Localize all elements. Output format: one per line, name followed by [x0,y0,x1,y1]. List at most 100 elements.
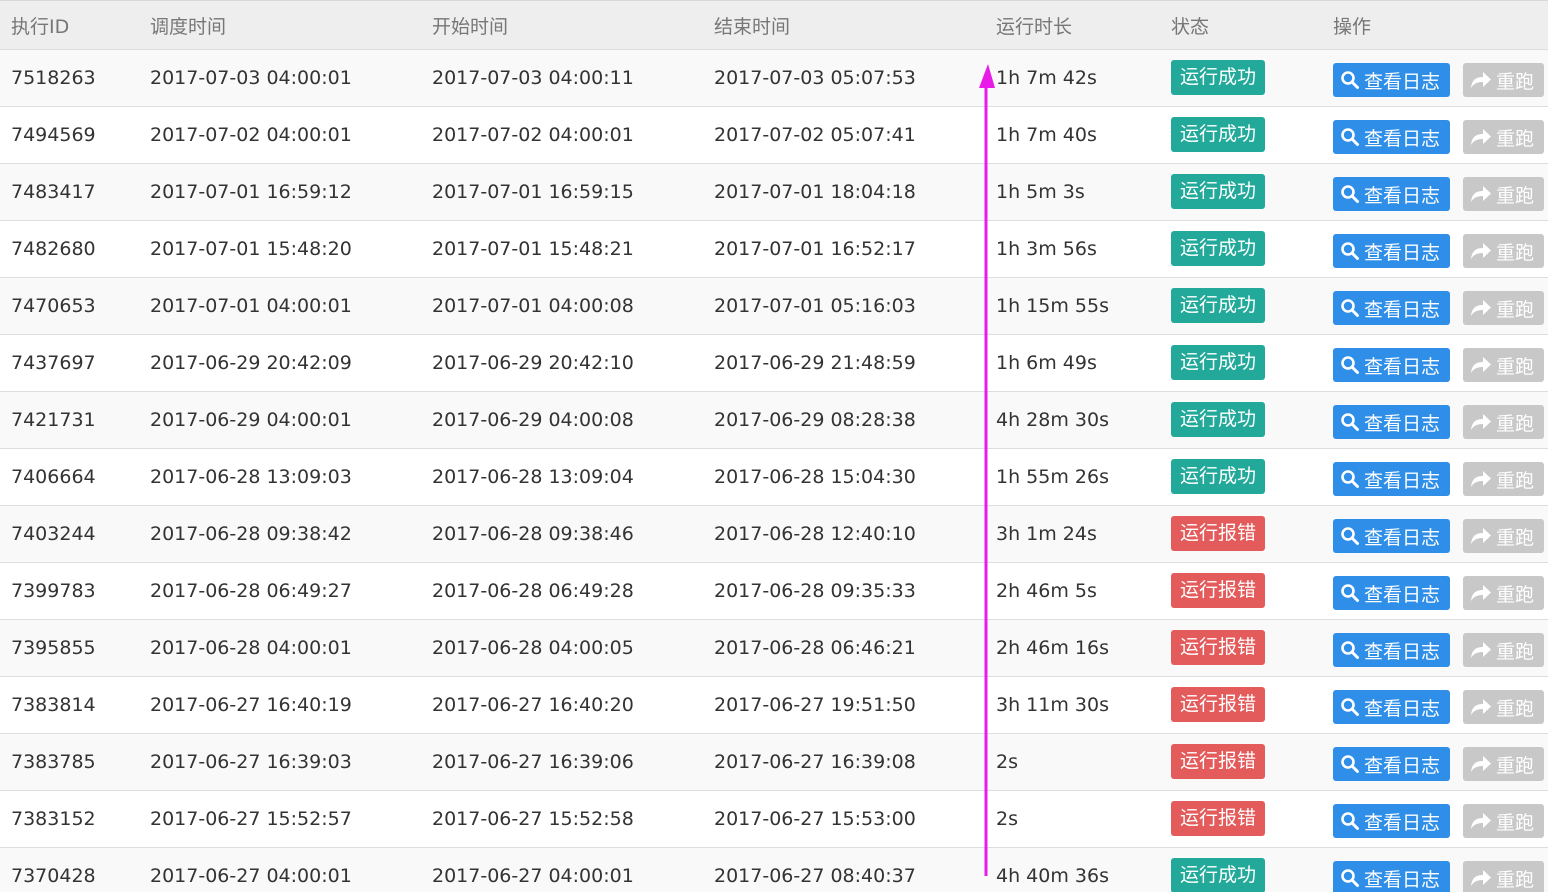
search-icon [1340,526,1360,546]
rerun-button[interactable]: 重跑 [1463,576,1544,610]
view-log-button[interactable]: 查看日志 [1333,234,1450,268]
header-start-time[interactable]: 开始时间 [432,15,509,38]
header-end-time[interactable]: 结束时间 [714,15,791,38]
search-icon [1340,640,1360,660]
search-icon [1340,754,1360,774]
duration-cell: 2h 46m 5s [996,580,1097,602]
end-time-cell: 2017-06-29 21:48:59 [714,352,916,374]
start-time-cell: 2017-06-29 04:00:08 [432,409,634,431]
header-schedule-time[interactable]: 调度时间 [150,15,227,38]
view-log-button[interactable]: 查看日志 [1333,348,1450,382]
table-row: 7395855 2017-06-28 04:00:01 2017-06-28 04:… [0,619,1548,676]
duration-cell: 2h 46m 16s [996,637,1109,659]
rerun-button[interactable]: 重跑 [1463,405,1544,439]
table-row: 7370428 2017-06-27 04:00:01 2017-06-27 04:… [0,847,1548,892]
table-row: 7383152 2017-06-27 15:52:57 2017-06-27 15:… [0,790,1548,847]
duration-cell: 4h 40m 36s [996,865,1109,887]
start-time-cell: 2017-07-01 15:48:21 [432,238,634,260]
rerun-label: 重跑 [1496,412,1535,435]
duration-cell: 3h 1m 24s [996,523,1097,545]
exec-id-cell: 7470653 [11,295,96,317]
view-log-button[interactable]: 查看日志 [1333,177,1450,211]
view-log-button[interactable]: 查看日志 [1333,63,1450,97]
schedule-time-cell: 2017-06-28 13:09:03 [150,466,352,488]
rerun-button[interactable]: 重跑 [1463,633,1544,667]
duration-cell: 1h 6m 49s [996,352,1097,374]
view-log-label: 查看日志 [1364,526,1441,549]
view-log-button[interactable]: 查看日志 [1333,120,1450,154]
view-log-label: 查看日志 [1364,298,1441,321]
rerun-button[interactable]: 重跑 [1463,63,1544,97]
rerun-button[interactable]: 重跑 [1463,804,1544,838]
rerun-label: 重跑 [1496,754,1535,777]
rerun-label: 重跑 [1496,697,1535,720]
exec-id-cell: 7437697 [11,352,96,374]
rerun-button[interactable]: 重跑 [1463,234,1544,268]
exec-id-cell: 7483417 [11,181,96,203]
view-log-label: 查看日志 [1364,868,1441,891]
table-row: 7406664 2017-06-28 13:09:03 2017-06-28 13:… [0,448,1548,505]
header-exec-id[interactable]: 执行ID [11,15,70,38]
exec-id-cell: 7482680 [11,238,96,260]
rerun-label: 重跑 [1496,583,1535,606]
view-log-button[interactable]: 查看日志 [1333,405,1450,439]
share-arrow-icon [1470,812,1492,830]
rerun-button[interactable]: 重跑 [1463,120,1544,154]
rerun-button[interactable]: 重跑 [1463,291,1544,325]
status-badge: 运行报错 [1171,573,1266,608]
end-time-cell: 2017-06-28 15:04:30 [714,466,916,488]
view-log-button[interactable]: 查看日志 [1333,462,1450,496]
view-log-button[interactable]: 查看日志 [1333,804,1450,838]
table-row: 7437697 2017-06-29 20:42:09 2017-06-29 20:… [0,334,1548,391]
end-time-cell: 2017-06-29 08:28:38 [714,409,916,431]
search-icon [1340,127,1360,147]
duration-cell: 2s [996,808,1018,830]
duration-cell: 1h 3m 56s [996,238,1097,260]
start-time-cell: 2017-07-01 04:00:08 [432,295,634,317]
end-time-cell: 2017-07-01 16:52:17 [714,238,916,260]
view-log-button[interactable]: 查看日志 [1333,633,1450,667]
status-badge: 运行报错 [1171,687,1266,722]
duration-cell: 3h 11m 30s [996,694,1109,716]
rerun-button[interactable]: 重跑 [1463,861,1544,892]
schedule-time-cell: 2017-07-03 04:00:01 [150,67,352,89]
rerun-button[interactable]: 重跑 [1463,519,1544,553]
view-log-button[interactable]: 查看日志 [1333,690,1450,724]
rerun-button[interactable]: 重跑 [1463,462,1544,496]
exec-id-cell: 7518263 [11,67,96,89]
share-arrow-icon [1470,641,1492,659]
table-row: 7403244 2017-06-28 09:38:42 2017-06-28 09:… [0,505,1548,562]
rerun-label: 重跑 [1496,241,1535,264]
search-icon [1340,583,1360,603]
exec-id-cell: 7494569 [11,124,96,146]
rerun-button[interactable]: 重跑 [1463,348,1544,382]
header-duration[interactable]: 运行时长 [996,15,1073,38]
search-icon [1340,811,1360,831]
exec-id-cell: 7383152 [11,808,96,830]
view-log-label: 查看日志 [1364,127,1441,150]
header-status[interactable]: 状态 [1171,15,1210,38]
view-log-button[interactable]: 查看日志 [1333,576,1450,610]
view-log-button[interactable]: 查看日志 [1333,747,1450,781]
exec-id-cell: 7403244 [11,523,96,545]
start-time-cell: 2017-06-28 04:00:05 [432,637,634,659]
status-badge: 运行成功 [1171,60,1266,95]
status-badge: 运行成功 [1171,117,1266,152]
status-badge: 运行成功 [1171,231,1266,266]
table-row: 7421731 2017-06-29 04:00:01 2017-06-29 04:… [0,391,1548,448]
schedule-time-cell: 2017-06-27 04:00:01 [150,865,352,887]
view-log-button[interactable]: 查看日志 [1333,861,1450,892]
view-log-label: 查看日志 [1364,184,1441,207]
status-badge: 运行报错 [1171,630,1266,665]
schedule-time-cell: 2017-07-01 04:00:01 [150,295,352,317]
rerun-button[interactable]: 重跑 [1463,690,1544,724]
duration-cell: 1h 55m 26s [996,466,1109,488]
rerun-button[interactable]: 重跑 [1463,747,1544,781]
rerun-button[interactable]: 重跑 [1463,177,1544,211]
view-log-button[interactable]: 查看日志 [1333,519,1450,553]
table-row: 7383785 2017-06-27 16:39:03 2017-06-27 16:… [0,733,1548,790]
view-log-button[interactable]: 查看日志 [1333,291,1450,325]
search-icon [1340,70,1360,90]
search-icon [1340,184,1360,204]
view-log-label: 查看日志 [1364,70,1441,93]
